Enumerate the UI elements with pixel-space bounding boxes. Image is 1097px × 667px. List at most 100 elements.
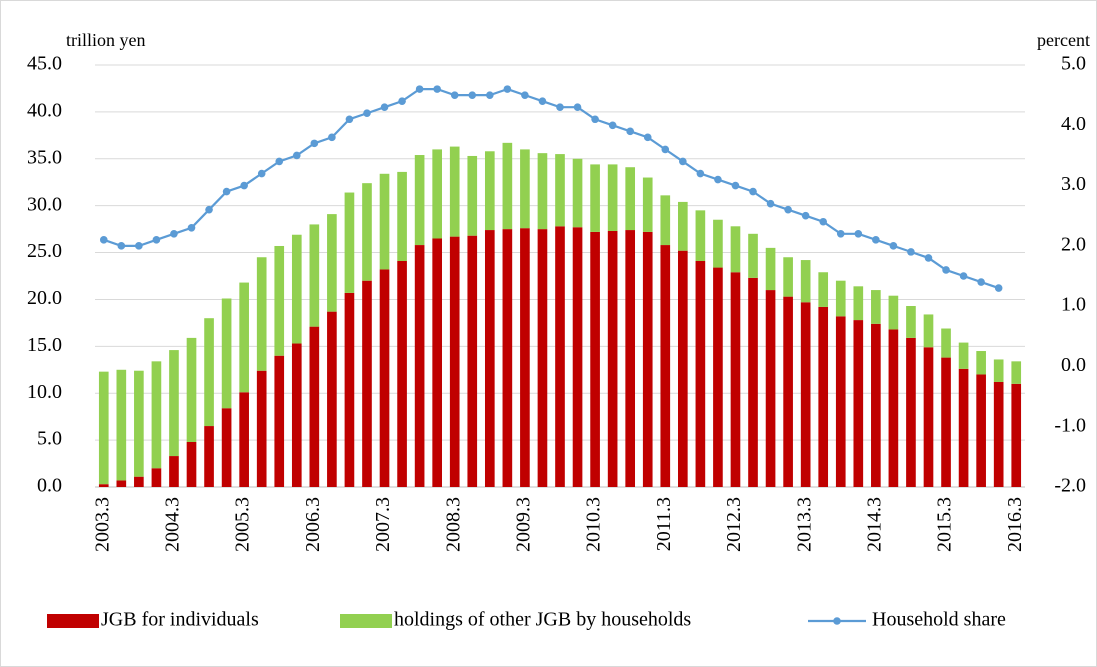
line-marker bbox=[714, 175, 722, 184]
x-tick-label: 2007.3 bbox=[372, 497, 394, 552]
bar bbox=[695, 260, 706, 487]
bar bbox=[590, 231, 600, 487]
bar bbox=[169, 456, 179, 487]
y2-tick-label: -1.0 bbox=[1054, 414, 1086, 436]
y2-tick-label: 1.0 bbox=[1061, 294, 1086, 316]
bar bbox=[309, 224, 320, 327]
bar bbox=[537, 153, 548, 230]
bar bbox=[344, 192, 355, 293]
bar bbox=[941, 328, 951, 358]
line-marker bbox=[310, 139, 319, 148]
bar bbox=[362, 280, 372, 487]
bar bbox=[660, 245, 671, 487]
line-marker bbox=[836, 230, 845, 238]
line-marker bbox=[959, 272, 968, 280]
line-marker bbox=[608, 121, 617, 130]
bar bbox=[449, 146, 460, 237]
bar bbox=[502, 142, 513, 230]
bar bbox=[520, 149, 530, 229]
bar bbox=[1011, 361, 1022, 384]
bar bbox=[906, 337, 916, 487]
line-marker bbox=[591, 115, 599, 124]
bar bbox=[221, 298, 232, 409]
line-marker bbox=[679, 157, 687, 166]
bar bbox=[1011, 383, 1022, 487]
bar bbox=[116, 369, 127, 481]
bar bbox=[379, 173, 390, 270]
x-tick-label: 2010.3 bbox=[583, 497, 605, 552]
line-marker bbox=[521, 91, 529, 99]
bar bbox=[502, 229, 513, 487]
bar bbox=[800, 302, 811, 487]
line-marker bbox=[170, 230, 178, 238]
bar bbox=[291, 234, 302, 344]
y2-tick-label: -2.0 bbox=[1054, 475, 1086, 497]
line-marker bbox=[257, 169, 266, 178]
line-marker bbox=[643, 133, 652, 142]
line-marker bbox=[749, 187, 757, 196]
legend-marker bbox=[833, 617, 841, 625]
legend-label: holdings of other JGB by households bbox=[394, 609, 691, 631]
bar bbox=[151, 361, 162, 469]
bar bbox=[151, 468, 162, 487]
line-marker bbox=[345, 115, 354, 124]
bar bbox=[555, 154, 565, 227]
line-marker bbox=[415, 85, 424, 93]
legend-label: Household share bbox=[872, 609, 1006, 631]
bar bbox=[414, 245, 425, 487]
bar bbox=[730, 272, 741, 487]
line-marker bbox=[766, 199, 775, 208]
bar bbox=[818, 306, 829, 487]
line-marker bbox=[135, 242, 143, 250]
bar bbox=[362, 183, 372, 281]
y-axis-label: trillion yen bbox=[66, 30, 146, 50]
line-marker bbox=[731, 181, 740, 190]
bar bbox=[976, 374, 986, 487]
line-marker bbox=[977, 278, 985, 286]
bar bbox=[993, 359, 1004, 382]
y-tick-label: 20.0 bbox=[27, 287, 62, 309]
bar bbox=[239, 282, 249, 393]
bar bbox=[783, 296, 793, 487]
line-marker bbox=[292, 151, 301, 160]
legend-swatch bbox=[340, 614, 392, 628]
bar bbox=[432, 238, 442, 487]
bar bbox=[695, 210, 706, 261]
x-tick-label: 2004.3 bbox=[162, 497, 184, 552]
bar bbox=[923, 347, 934, 487]
bar bbox=[134, 370, 144, 477]
bar bbox=[537, 229, 548, 487]
x-tick-label: 2011.3 bbox=[653, 497, 675, 551]
line-marker bbox=[573, 103, 582, 111]
line-marker bbox=[450, 91, 459, 99]
bar bbox=[256, 370, 267, 487]
bar bbox=[344, 292, 355, 487]
bar bbox=[256, 257, 267, 371]
y2-axis-label: percent bbox=[1037, 30, 1090, 50]
bar bbox=[397, 260, 407, 487]
bar bbox=[871, 323, 881, 487]
bar bbox=[941, 357, 951, 487]
bar bbox=[169, 350, 179, 457]
bar bbox=[713, 219, 723, 268]
legend-swatch bbox=[47, 614, 99, 628]
y2-tick-label: 2.0 bbox=[1061, 233, 1086, 255]
line-marker bbox=[275, 157, 284, 166]
bar bbox=[678, 201, 688, 251]
bar bbox=[607, 164, 618, 231]
bar bbox=[204, 318, 214, 427]
line-marker bbox=[819, 217, 828, 226]
bar bbox=[958, 368, 969, 487]
x-tick-label: 2012.3 bbox=[723, 497, 745, 552]
bar bbox=[572, 227, 583, 488]
bar bbox=[765, 247, 776, 291]
bar bbox=[783, 257, 793, 297]
line-marker bbox=[907, 248, 915, 256]
bar bbox=[274, 245, 285, 356]
bar bbox=[484, 151, 495, 231]
x-tick-label: 2009.3 bbox=[512, 497, 534, 552]
bar bbox=[765, 290, 776, 487]
bar bbox=[432, 149, 442, 239]
line-marker bbox=[380, 103, 389, 111]
